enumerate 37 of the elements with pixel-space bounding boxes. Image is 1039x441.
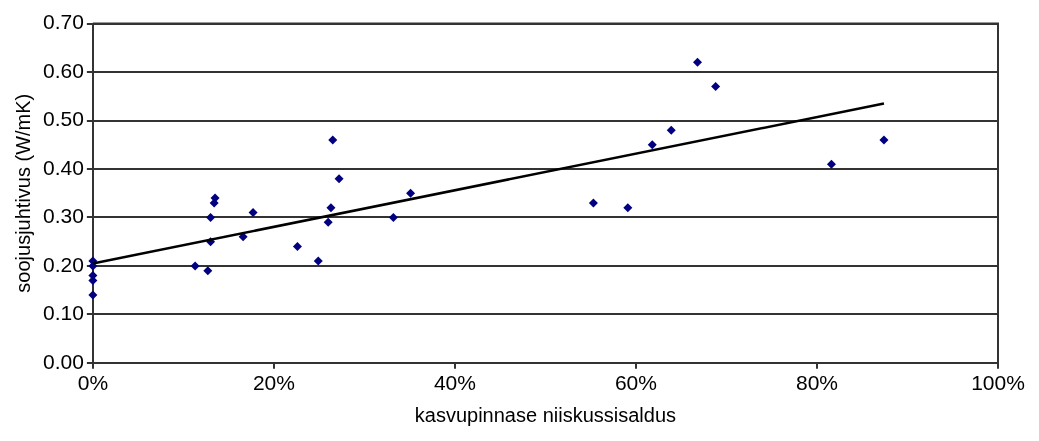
y-tick-label: 0.30 xyxy=(43,204,84,228)
point xyxy=(206,212,216,222)
x-tick-label: 100% xyxy=(971,371,1025,395)
point xyxy=(334,174,344,184)
y-tick-label: 0.50 xyxy=(43,107,84,131)
y-tick-label: 0.20 xyxy=(43,252,84,276)
x-tick-label: 20% xyxy=(252,371,295,395)
point xyxy=(693,57,702,67)
point xyxy=(292,242,302,251)
point xyxy=(313,256,323,266)
point xyxy=(647,140,657,150)
point xyxy=(328,135,338,145)
y-axis-title: soojusjuhtivus (W/mK) xyxy=(11,93,34,293)
y-tick-label: 0.00 xyxy=(43,349,84,373)
x-tick-label: 0% xyxy=(77,371,109,395)
point xyxy=(826,159,836,169)
point xyxy=(203,266,213,276)
y-tick-label: 0.10 xyxy=(43,301,84,325)
point xyxy=(88,290,98,300)
point xyxy=(623,203,633,213)
x-tick-label: 80% xyxy=(795,371,838,395)
point xyxy=(406,188,416,198)
point xyxy=(190,261,200,271)
point xyxy=(326,203,336,213)
point xyxy=(666,125,676,135)
point xyxy=(588,198,598,208)
x-tick-label: 60% xyxy=(614,371,657,395)
x-axis-title: kasvupinnase niiskussisaldus xyxy=(414,403,677,426)
y-tick-label: 0.40 xyxy=(43,155,84,179)
point xyxy=(323,217,333,227)
point xyxy=(711,82,721,92)
point xyxy=(388,212,398,222)
point xyxy=(879,135,889,145)
point xyxy=(248,208,258,218)
y-tick-label: 0.70 xyxy=(43,10,84,34)
x-tick-label: 40% xyxy=(433,371,476,395)
y-tick-label: 0.60 xyxy=(43,58,84,82)
